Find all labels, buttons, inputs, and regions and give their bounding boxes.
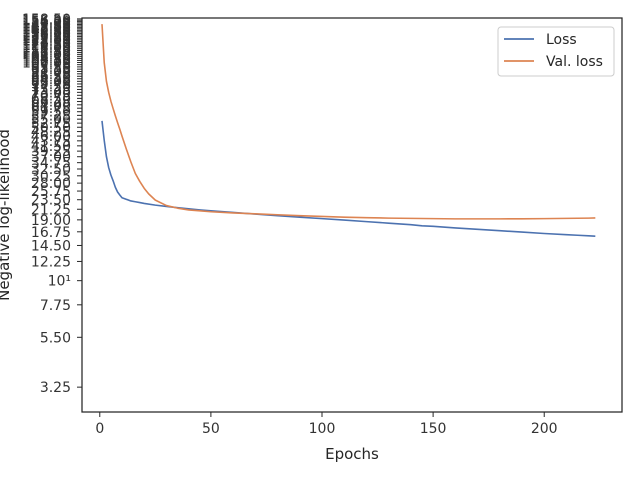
x-tick-label: 100	[309, 421, 336, 437]
y-tick-label: 12.25	[31, 254, 71, 270]
legend-label: Loss	[546, 32, 577, 48]
y-tick-label: 109.00	[22, 47, 71, 63]
y-tick-label: 82.00	[31, 74, 71, 90]
y-tick-label: 73.00	[31, 85, 71, 101]
y-tick-label: 34.75	[31, 156, 71, 172]
y-tick-label: 61.75	[31, 101, 71, 117]
y-tick-label: 120.25	[22, 38, 71, 54]
y-tick-label: 133.75	[22, 28, 71, 44]
y-tick-label: 57.25	[31, 108, 71, 124]
legend-label: Val. loss	[546, 54, 603, 70]
y-tick-label: 138.25	[22, 25, 71, 41]
y-tick-label: 145.00	[22, 20, 71, 36]
y-tick-label: 14.50	[31, 238, 71, 254]
y-tick-label: 52.75	[31, 116, 71, 132]
y-tick-label: 66.25	[31, 95, 71, 111]
y-tick-label: 140.50	[22, 23, 71, 39]
y-tick-label: 5.50	[40, 330, 71, 346]
y-axis-title: Negative log-likelihood	[0, 129, 13, 301]
y-tick-label: 111.25	[22, 45, 71, 61]
y-tick-label: 151.75	[22, 16, 71, 32]
x-tick-label: 150	[420, 421, 447, 437]
y-tick-label: 100.00	[22, 56, 71, 72]
y-tick-label: 113.50	[22, 44, 71, 60]
y-tick-label: 106.75	[22, 49, 71, 65]
y-tick-label: 104.50	[22, 51, 71, 67]
y-tick-label: 39.25	[31, 144, 71, 160]
y-tick-label: 59.50	[31, 105, 71, 121]
y-tick-label: 131.50	[22, 30, 71, 46]
y-tick-label: 156.25	[22, 13, 71, 29]
y-tick-label: 37.00	[31, 150, 71, 166]
y-tick-label: 86.50	[31, 69, 71, 85]
y-tick-label: 30.25	[31, 169, 71, 185]
y-tick-label: 154.00	[22, 15, 71, 31]
y-tick-label: 102.25	[22, 53, 71, 69]
y-tick-label: 19.00	[31, 213, 71, 229]
y-tick-label: 68.50	[31, 91, 71, 107]
y-tick-label: 25.75	[31, 184, 71, 200]
y-tick-label: 7.75	[40, 298, 71, 314]
y-tick-label: 3.25	[40, 380, 71, 396]
y-tick-label: 142.75	[22, 22, 71, 38]
y-tick-label: 23.50	[31, 193, 71, 209]
y-axis-ticks: 3.25 5.50 7.75 10¹ 12.2514.5016.7519.0021.25…	[22, 12, 82, 396]
y-tick-label: 124.75	[22, 35, 71, 51]
y-tick-label: 77.50	[31, 80, 71, 96]
y-tick-label: 50.50	[31, 120, 71, 136]
y-tick-label: 118.00	[22, 40, 71, 56]
y-tick-label: 91.00	[31, 64, 71, 80]
y-tick-label: 127.00	[22, 33, 71, 49]
y-tick-label: 84.25	[31, 72, 71, 88]
y-tick-label: 21.25	[31, 202, 71, 218]
series-lines	[101, 24, 596, 237]
x-axis-ticks: 0 50 100 150 200	[95, 412, 558, 437]
y-tick-label: 75.25	[31, 82, 71, 98]
y-tick-label: 129.25	[22, 31, 71, 47]
x-axis-title: Epochs	[325, 445, 379, 463]
y-tick-label: 32.50	[31, 162, 71, 178]
series-line-val-loss	[101, 24, 596, 220]
y-tick-label: 70.75	[31, 88, 71, 104]
y-tick-label: 93.25	[31, 62, 71, 78]
y-tick-label: 95.50	[31, 60, 71, 76]
y-tick-label: 88.75	[31, 67, 71, 83]
y-tick-label: 43.75	[31, 134, 71, 150]
y-tick-label: 136.00	[22, 26, 71, 42]
y-tick-label: 97.75	[31, 58, 71, 74]
y-tick-label: 147.25	[22, 19, 71, 35]
y-tick-label: 55.00	[31, 112, 71, 128]
plot-frame	[81, 17, 623, 413]
x-tick-label: 200	[531, 421, 558, 437]
legend: Loss Val. loss	[497, 26, 615, 77]
y-tick-label: 79.75	[31, 77, 71, 93]
y-tick-label: 64.00	[31, 98, 71, 114]
y-tick-label: 115.75	[22, 42, 71, 58]
y-tick-label: 46.00	[31, 129, 71, 145]
y-tick-label: 10¹	[48, 274, 71, 290]
y-tick-label: 158.50	[22, 12, 71, 28]
y-tick-label: 48.25	[31, 125, 71, 141]
y-tick-label: 28.00	[31, 176, 71, 192]
x-tick-label: 0	[95, 421, 104, 437]
y-tick-label: 149.50	[22, 17, 71, 33]
series-line-loss	[101, 120, 596, 237]
y-tick-label: 41.50	[31, 139, 71, 155]
x-tick-label: 50	[202, 421, 220, 437]
y-tick-label: 122.50	[22, 36, 71, 52]
y-tick-label: 16.75	[31, 225, 71, 241]
